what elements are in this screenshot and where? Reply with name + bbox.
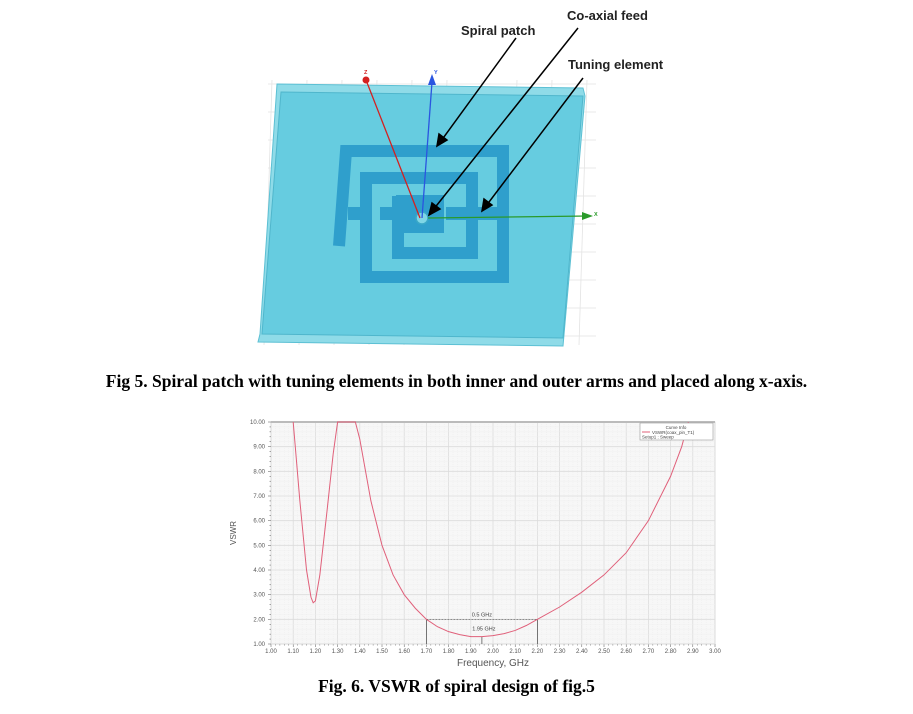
spiral-patch-arrow <box>440 37 517 142</box>
x-tick-label: 2.80 <box>665 649 677 655</box>
x-tick-label: 1.40 <box>354 649 366 655</box>
y-tick-label: 10.00 <box>250 420 266 426</box>
x-tick-label: 2.40 <box>576 649 588 655</box>
x-tick-label: 2.00 <box>487 649 499 655</box>
x-tick-label: 2.30 <box>554 649 566 655</box>
y-tick-label: 9.00 <box>253 445 265 451</box>
x-tick-label: 1.60 <box>398 649 410 655</box>
x-tick-label: 3.00 <box>709 649 721 655</box>
x-tick-label: 2.60 <box>620 649 632 655</box>
y-tick-label: 8.00 <box>253 469 265 475</box>
y-tick-label: 3.00 <box>253 593 265 599</box>
y-tick-label: 2.00 <box>253 617 265 623</box>
y-axis <box>421 81 433 219</box>
spiral-patch <box>333 145 509 283</box>
tuning-element-inner-left <box>380 207 393 220</box>
x-tick-label: 1.70 <box>421 649 433 655</box>
x-tick-label: 1.50 <box>376 649 388 655</box>
y-axis-label: Y <box>434 70 438 76</box>
figure-5-antenna-model: Z Y X Spiral patch Co-axial feed Tuning … <box>257 8 664 347</box>
legend-entry: VSWR(coax_pin_T1) <box>652 430 695 435</box>
legend-box <box>639 422 714 441</box>
x-tick-labels: 1.00 1.10 1.20 1.30 1.40 1.50 1.60 1.70 1.80 1.90… <box>265 649 721 655</box>
x-tick-label: 2.20 <box>532 649 544 655</box>
x-axis-label: X <box>594 212 598 218</box>
bandwidth-annotation: 0.5 GHz <box>472 612 492 618</box>
figure-5-caption: Fig 5. Spiral patch with tuning elements… <box>105 371 808 391</box>
y-tick-label: 5.00 <box>253 543 265 549</box>
z-axis-label: Z <box>364 70 368 76</box>
z-axis <box>365 79 421 219</box>
x-tick-label: 2.10 <box>509 649 521 655</box>
x-tick-label: 1.80 <box>443 649 455 655</box>
y-tick-label: 4.00 <box>253 568 265 574</box>
z-axis-head-icon <box>362 76 370 84</box>
x-tick-label: 2.70 <box>643 649 655 655</box>
tuning-element-arrowhead-icon <box>480 197 494 213</box>
x-tick-label: 1.10 <box>287 649 299 655</box>
tuning-element-outer-left <box>348 207 362 220</box>
center-frequency-annotation: 1.95 GHz <box>472 626 495 632</box>
tuning-element-label: Tuning element <box>568 57 664 72</box>
coaxial-feed-arrow <box>432 27 579 211</box>
tuning-element-outer-right <box>478 207 500 220</box>
coaxial-feed-arrowhead-icon <box>427 201 442 217</box>
x-tick-label: 2.50 <box>598 649 610 655</box>
vswr-curve <box>292 421 689 638</box>
y-tick-label: 1.00 <box>253 642 265 648</box>
legend: Curve Info VSWR(coax_pin_T1) Setup1 : Sw… <box>639 422 714 441</box>
x-tick-label: 1.00 <box>265 649 277 655</box>
spiral-patch-label: Spiral patch <box>461 23 535 38</box>
bandwidth-markers <box>426 619 538 644</box>
x-axis-title: Frequency, GHz <box>457 658 529 669</box>
chart-grid <box>268 421 716 647</box>
y-tick-label: 6.00 <box>253 519 265 525</box>
x-tick-label: 2.90 <box>687 649 699 655</box>
x-axis-arrow-icon <box>582 212 593 220</box>
x-tick-label: 1.90 <box>465 649 477 655</box>
x-axis <box>427 215 589 219</box>
spiral-patch-arrowhead-icon <box>435 132 449 148</box>
y-axis-title: VSWR <box>229 521 238 545</box>
y-tick-label: 7.00 <box>253 494 265 500</box>
coaxial-feed-label: Co-axial feed <box>567 8 648 23</box>
y-axis-arrow-icon <box>428 74 436 85</box>
x-tick-label: 1.30 <box>332 649 344 655</box>
spiral-arm <box>333 145 509 283</box>
tuning-element-arrow <box>485 77 584 207</box>
figure-6-caption: Fig. 6. VSWR of spiral design of fig.5 <box>318 676 595 696</box>
legend-setup: Setup1 : Sweep <box>642 435 674 440</box>
x-tick-label: 1.20 <box>310 649 322 655</box>
y-tick-labels: 1.00 2.00 3.00 4.00 5.00 6.00 7.00 8.00 9.00 10.0… <box>250 420 266 648</box>
legend-title: Curve Info <box>666 425 687 430</box>
figure-6-vswr-chart: 1.00 1.10 1.20 1.30 1.40 1.50 1.60 1.70 1.80 1.90… <box>229 420 721 669</box>
tuning-element-inner-right <box>446 207 468 220</box>
